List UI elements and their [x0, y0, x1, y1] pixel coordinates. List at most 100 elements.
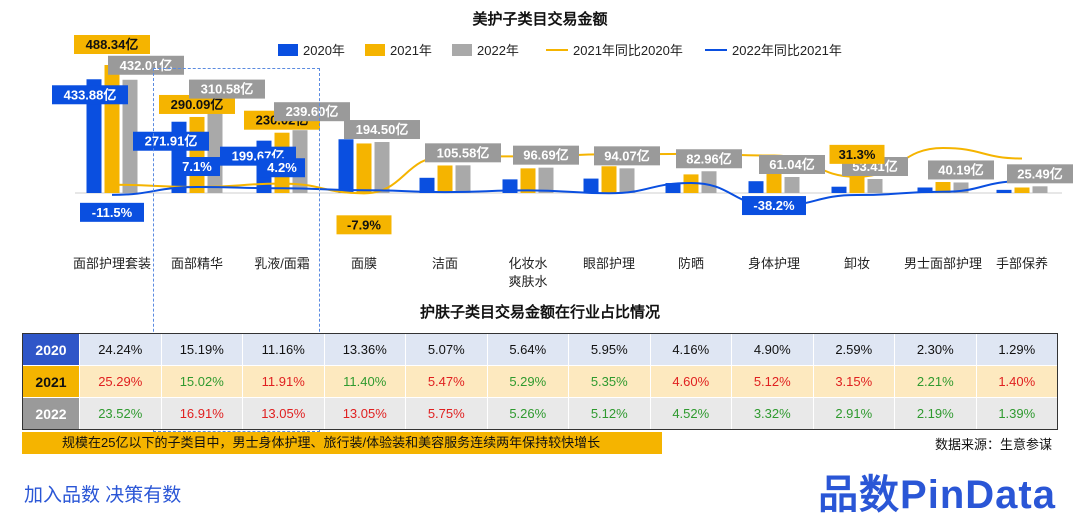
legend-label-0: 2020年: [303, 43, 345, 58]
category-label-3-0: 面膜: [351, 256, 377, 271]
bar-2022年-10: [953, 182, 969, 193]
share-cell: 24.24%: [79, 333, 162, 366]
row-year: 2022: [22, 397, 80, 430]
bar-label-5: 310.58亿: [201, 82, 254, 97]
legend-swatch-2: [452, 44, 472, 56]
share-cell: 2.19%: [894, 397, 977, 430]
share-cell: 4.60%: [649, 365, 732, 398]
share-cell: 13.36%: [323, 333, 406, 366]
share-cell: 1.29%: [975, 333, 1058, 366]
share-cell: 23.52%: [79, 397, 162, 430]
share-cell: 5.29%: [486, 365, 569, 398]
table-title: 护肤子类目交易金额在行业占比情况: [419, 304, 660, 321]
bar-label-3: 271.91亿: [145, 134, 198, 149]
bar-label-9: 194.50亿: [356, 122, 409, 137]
bar-2021年-5: [520, 168, 536, 193]
category-label-7-0: 防晒: [678, 256, 704, 271]
bar-label-box-13: [676, 149, 742, 169]
share-cell: 5.64%: [486, 333, 569, 366]
bar-2022年-3: [374, 142, 390, 193]
bar-label-1: 488.34亿: [86, 37, 139, 52]
share-cell: 13.05%: [242, 397, 325, 430]
bar-label-box-5: [189, 79, 265, 99]
category-label-5-0: 化妆水: [508, 256, 547, 271]
bar-2021年-1: [189, 116, 205, 193]
share-cell: 1.39%: [975, 397, 1058, 430]
bar-label-box-9: [344, 120, 420, 140]
share-cell: 11.91%: [242, 365, 325, 398]
share-cell: 16.91%: [160, 397, 243, 430]
brand-logo: 品数PinData: [818, 473, 1056, 517]
category-label-4-0: 洁面: [432, 256, 458, 271]
bar-2020年-8: [748, 181, 764, 193]
bar-label-box-12: [594, 146, 660, 166]
legend-swatch-1: [365, 44, 385, 56]
bar-label-17: 25.49亿: [1017, 166, 1063, 181]
share-cell: 2.91%: [812, 397, 895, 430]
bar-2022年-0: [122, 79, 138, 193]
growth-label-box-1: [174, 157, 220, 177]
share-cell: 4.52%: [649, 397, 732, 430]
share-cell: 5.35%: [568, 365, 651, 398]
share-cell: 4.90%: [731, 333, 814, 366]
growth-label-2: 4.2%: [267, 160, 297, 175]
growth-label-5: 31.3%: [839, 147, 876, 162]
note-banner: 规模在25亿以下的子类目中，男士身体护理、旅行装/体验装和美容服务连续两年保持较…: [22, 432, 662, 454]
bar-label-box-16: [928, 160, 994, 180]
bar-label-11: 96.69亿: [523, 148, 569, 163]
share-cell: 15.19%: [160, 333, 243, 366]
bar-label-box-3: [133, 131, 209, 151]
bar-2020年-9: [831, 186, 847, 193]
table-row: 2020 24.24% 15.19% 11.16% 13.36% 5.07% 5.64% 5.…: [22, 333, 1058, 366]
bar-2021年-4: [437, 165, 453, 193]
bar-label-box-14: [759, 155, 825, 175]
bar-2020年-6: [583, 178, 599, 193]
share-cell: 1.40%: [975, 365, 1058, 398]
bar-2021年-0: [104, 65, 120, 193]
bar-label-box-2: [108, 55, 184, 75]
bar-label-0: 433.88亿: [64, 87, 117, 102]
bar-label-8: 239.60亿: [286, 104, 339, 119]
category-label-8-0: 身体护理: [748, 256, 800, 271]
bar-2020年-10: [917, 187, 933, 193]
growth-label-box-3: [336, 215, 392, 235]
category-label-1-0: 面部精华: [171, 256, 223, 271]
category-label-2-0: 乳液/面霜: [254, 256, 310, 271]
category-label-5-1: 爽肤水: [508, 274, 547, 289]
bar-2022年-7: [701, 171, 717, 193]
share-cell: 5.95%: [568, 333, 651, 366]
bar-label-12: 94.07亿: [604, 148, 650, 163]
category-label-0-0: 面部护理套装: [73, 256, 151, 271]
bar-2020年-4: [419, 177, 435, 193]
bar-2022年-8: [784, 177, 800, 193]
category-label-9-0: 卸妆: [844, 256, 870, 271]
bar-label-4: 290.09亿: [171, 97, 224, 112]
growth-label-4: -38.2%: [753, 198, 795, 213]
bar-label-2: 432.01亿: [120, 58, 173, 73]
growth-label-box-5: [829, 144, 885, 164]
chart-title: 美护子类目交易金额: [472, 10, 607, 28]
bar-2020年-11: [996, 189, 1012, 193]
bar-2022年-6: [619, 168, 635, 193]
bar-2022年-4: [455, 165, 471, 193]
share-cell: 13.05%: [323, 397, 406, 430]
growth-label-1: 7.1%: [182, 159, 212, 174]
bar-2022年-11: [1032, 186, 1048, 193]
category-label-6-0: 眼部护理: [583, 256, 635, 271]
bar-2020年-7: [665, 183, 681, 193]
growth-label-0: -11.5%: [92, 205, 133, 220]
share-cell: 5.07%: [405, 333, 488, 366]
bar-label-13: 82.96亿: [686, 151, 732, 166]
bar-2020年-3: [338, 139, 354, 193]
share-cell: 4.16%: [649, 333, 732, 366]
share-cell: 5.47%: [405, 365, 488, 398]
bar-label-box-8: [274, 102, 350, 122]
category-label-11-0: 手部保养: [996, 256, 1048, 271]
bar-label-box-10: [425, 143, 501, 163]
share-cell: 5.26%: [486, 397, 569, 430]
share-cell: 2.30%: [894, 333, 977, 366]
share-cell: 11.40%: [323, 365, 406, 398]
growth-label-box-0: [80, 202, 144, 222]
row-year: 2021: [22, 365, 80, 398]
bar-2020年-0: [86, 79, 102, 193]
